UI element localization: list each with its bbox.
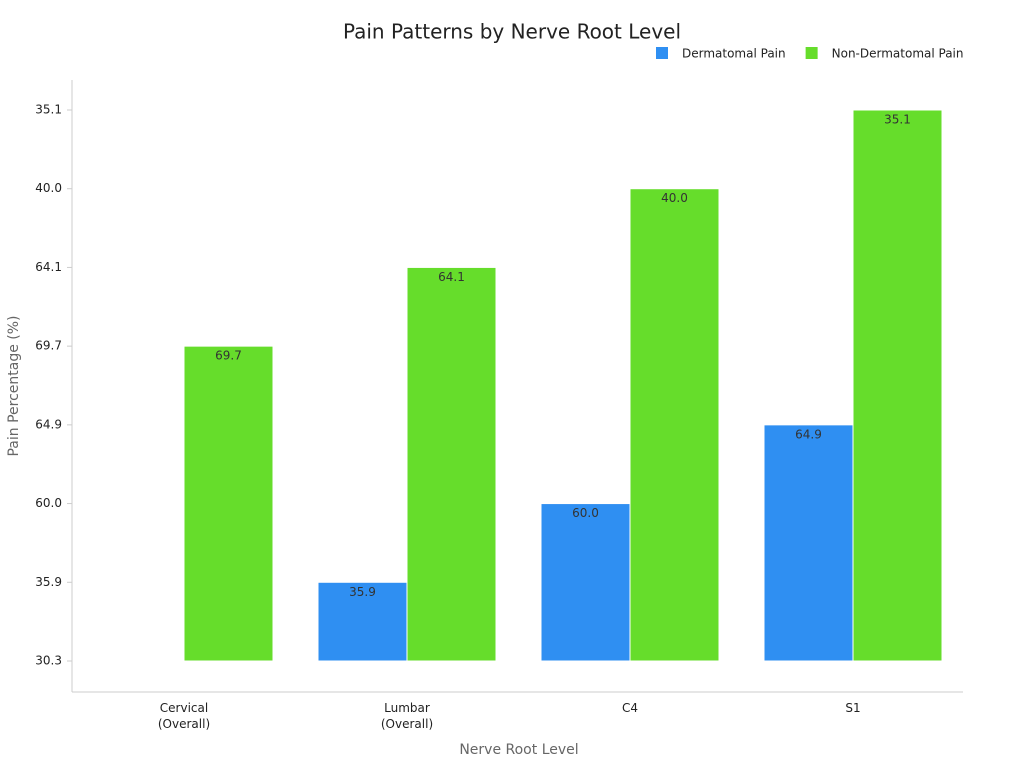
legend-swatch: [656, 47, 668, 59]
y-tick-label: 64.1: [35, 260, 62, 274]
x-tick-label-line: (Overall): [158, 717, 210, 731]
y-tick-label: 40.0: [35, 181, 62, 195]
x-tick-label-line: C4: [622, 701, 638, 715]
x-axis-label: Nerve Root Level: [459, 742, 578, 758]
value-label: 64.9: [795, 427, 822, 441]
legend-label: Non-Dermatomal Pain: [832, 47, 964, 61]
x-tick-label: Cervical (Overall): [158, 701, 210, 731]
value-label: 69.7: [215, 349, 242, 363]
y-tick-label: 35.9: [35, 575, 62, 589]
x-tick-label-line: S1: [845, 701, 860, 715]
bar: [183, 345, 274, 662]
y-tick-label: 60.0: [35, 496, 62, 510]
bar: [629, 188, 720, 662]
x-tick-label-line: (Overall): [381, 717, 433, 731]
value-label: 35.9: [349, 585, 376, 599]
bar: [852, 109, 943, 662]
x-tick-label: Lumbar (Overall): [381, 701, 433, 731]
y-tick-label: 64.9: [35, 417, 62, 431]
bar: [406, 266, 497, 662]
bar: [540, 503, 631, 662]
y-tick-label: 69.7: [35, 339, 62, 353]
value-label: 60.0: [572, 506, 599, 520]
y-tick-label: 30.3: [35, 654, 62, 668]
legend-label: Dermatomal Pain: [682, 47, 786, 61]
value-label: 40.0: [661, 191, 688, 205]
x-tick-label-line: Lumbar: [384, 701, 430, 715]
y-tick-label: 35.1: [35, 103, 62, 117]
x-tick-label: S1: [845, 701, 860, 715]
value-label: 35.1: [884, 113, 911, 127]
chart-title: Pain Patterns by Nerve Root Level: [343, 20, 681, 44]
legend-swatch: [805, 47, 818, 59]
bar: [763, 424, 854, 662]
y-axis-label: Pain Percentage (%): [6, 315, 22, 456]
x-tick-label-line: Cervical: [160, 701, 208, 715]
value-label: 64.1: [438, 270, 465, 284]
x-tick-label: C4: [622, 701, 638, 715]
